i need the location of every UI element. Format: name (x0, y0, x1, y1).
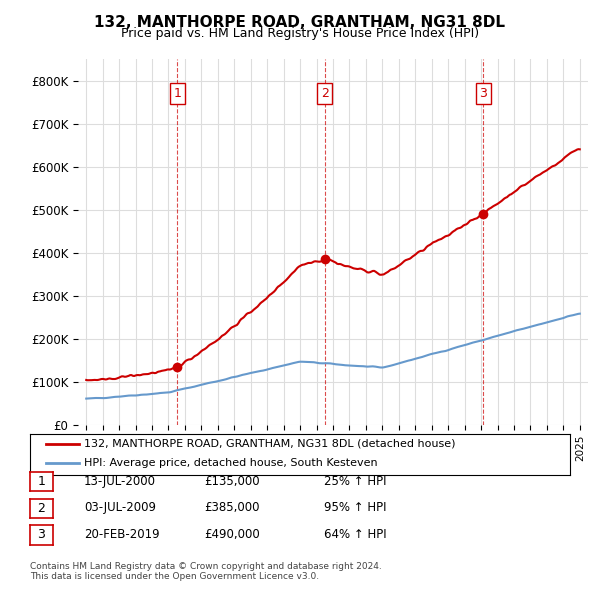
Text: 2: 2 (37, 502, 46, 515)
Text: 20-FEB-2019: 20-FEB-2019 (84, 528, 160, 541)
Text: £135,000: £135,000 (204, 475, 260, 488)
Text: £490,000: £490,000 (204, 528, 260, 541)
Text: 3: 3 (479, 87, 487, 100)
Text: 1: 1 (37, 475, 46, 489)
Text: Contains HM Land Registry data © Crown copyright and database right 2024.
This d: Contains HM Land Registry data © Crown c… (30, 562, 382, 581)
Text: 13-JUL-2000: 13-JUL-2000 (84, 475, 156, 488)
Text: Price paid vs. HM Land Registry's House Price Index (HPI): Price paid vs. HM Land Registry's House … (121, 27, 479, 40)
Text: 3: 3 (37, 528, 46, 542)
Text: 2: 2 (321, 87, 329, 100)
Text: 25% ↑ HPI: 25% ↑ HPI (324, 475, 386, 488)
Text: 64% ↑ HPI: 64% ↑ HPI (324, 528, 386, 541)
Text: HPI: Average price, detached house, South Kesteven: HPI: Average price, detached house, Sout… (84, 458, 377, 468)
Text: 1: 1 (173, 87, 181, 100)
Text: 03-JUL-2009: 03-JUL-2009 (84, 502, 156, 514)
Text: 132, MANTHORPE ROAD, GRANTHAM, NG31 8DL (detached house): 132, MANTHORPE ROAD, GRANTHAM, NG31 8DL … (84, 439, 455, 449)
Text: 95% ↑ HPI: 95% ↑ HPI (324, 502, 386, 514)
Text: £385,000: £385,000 (204, 502, 260, 514)
Text: 132, MANTHORPE ROAD, GRANTHAM, NG31 8DL: 132, MANTHORPE ROAD, GRANTHAM, NG31 8DL (95, 15, 505, 30)
